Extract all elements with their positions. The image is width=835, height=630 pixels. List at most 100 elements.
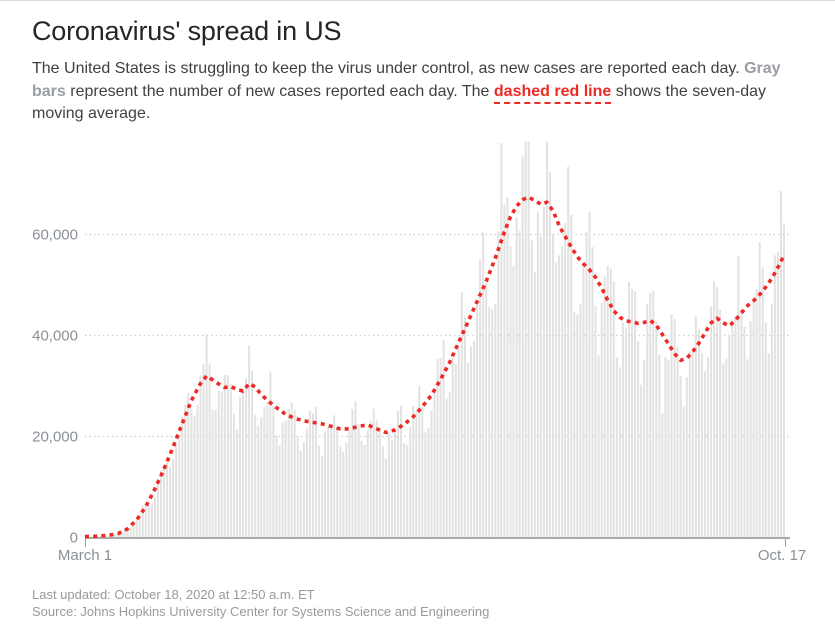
daily-cases-bar — [257, 425, 260, 537]
daily-cases-bar — [327, 427, 330, 537]
daily-cases-bar — [296, 435, 299, 537]
daily-cases-bar — [703, 371, 706, 537]
source-text: Source: Johns Hopkins University Center … — [32, 604, 490, 619]
daily-cases-bar — [311, 413, 314, 537]
daily-cases-bar — [193, 415, 196, 537]
daily-cases-bar — [184, 404, 187, 537]
daily-cases-bar — [737, 256, 740, 537]
daily-cases-bar — [387, 433, 390, 537]
daily-cases-bar — [427, 427, 430, 537]
daily-cases-bar — [664, 356, 667, 537]
daily-cases-bar — [533, 272, 536, 537]
daily-cases-bar — [421, 406, 424, 537]
daily-cases-bar — [381, 446, 384, 537]
daily-cases-bar — [305, 428, 308, 537]
daily-cases-bar — [649, 292, 652, 537]
daily-cases-bar — [400, 405, 403, 537]
daily-cases-bar — [761, 267, 764, 537]
daily-cases-bar — [208, 363, 211, 537]
daily-cases-bar — [521, 156, 524, 537]
daily-cases-bar — [166, 459, 169, 537]
daily-cases-bar — [229, 384, 232, 537]
daily-cases-bar — [530, 240, 533, 538]
daily-cases-bar — [466, 362, 469, 537]
chart-footer: Last updated: October 18, 2020 at 12:50 … — [32, 586, 489, 620]
daily-cases-bar — [114, 533, 117, 537]
daily-cases-bar — [570, 214, 573, 537]
daily-cases-bar — [123, 529, 126, 537]
daily-cases-bar — [697, 329, 700, 537]
daily-cases-bar — [588, 211, 591, 537]
daily-cases-bar — [749, 321, 752, 537]
daily-cases-bar — [159, 470, 162, 537]
daily-cases-bar — [591, 247, 594, 537]
daily-cases-bar — [682, 406, 685, 537]
daily-cases-bar — [469, 346, 472, 537]
daily-cases-bar — [716, 287, 719, 537]
daily-cases-bar — [494, 303, 497, 537]
daily-cases-bar — [163, 465, 166, 537]
daily-cases-bar — [178, 435, 181, 537]
daily-cases-bar — [135, 519, 138, 537]
daily-cases-bar — [582, 266, 585, 537]
daily-cases-bar — [552, 234, 555, 537]
daily-cases-bar — [263, 406, 266, 537]
daily-cases-bar — [260, 417, 263, 537]
daily-cases-bar — [202, 363, 205, 537]
daily-cases-bar — [254, 415, 257, 537]
daily-cases-bar — [597, 355, 600, 537]
daily-cases-bar — [415, 411, 418, 537]
daily-cases-bar — [141, 505, 144, 537]
daily-cases-bar — [615, 357, 618, 537]
daily-cases-bar — [567, 166, 570, 537]
daily-cases-bar — [558, 255, 561, 537]
description-segment-normal: shows the seven-day moving average. — [32, 82, 767, 123]
daily-cases-bar — [621, 322, 624, 537]
daily-cases-bar — [776, 251, 779, 537]
daily-cases-bar — [755, 289, 758, 537]
daily-cases-bar — [640, 384, 643, 537]
daily-cases-bar — [463, 316, 466, 537]
daily-cases-bar — [153, 496, 156, 537]
daily-cases-bar — [764, 322, 767, 537]
daily-cases-bar — [324, 431, 327, 537]
daily-cases-bar — [90, 536, 93, 537]
daily-cases-bar — [743, 326, 746, 537]
daily-cases-bar — [585, 232, 588, 538]
daily-cases-bar — [497, 231, 500, 537]
daily-cases-bar — [235, 429, 238, 537]
daily-cases-bar — [734, 315, 737, 537]
coronavirus-cases-chart: 0 20,000 40,000 60,000 March 1 Oct. 17 — [32, 141, 806, 564]
daily-cases-bar — [667, 359, 670, 537]
daily-cases-bar — [199, 375, 202, 537]
daily-cases-bar — [746, 359, 749, 537]
daily-cases-bar — [451, 358, 454, 537]
daily-cases-bar — [719, 309, 722, 537]
daily-cases-bar — [293, 409, 296, 537]
daily-cases-bar — [181, 416, 184, 537]
daily-cases-bar — [700, 353, 703, 537]
daily-cases-bar — [144, 503, 147, 537]
seven-day-average-line — [84, 195, 786, 539]
daily-cases-bar — [318, 445, 321, 537]
daily-cases-bar — [637, 341, 640, 537]
daily-cases-bar — [445, 398, 448, 537]
daily-cases-bar — [363, 444, 366, 537]
daily-cases-bar — [643, 359, 646, 537]
page-title: Coronavirus' spread in US — [32, 16, 342, 46]
daily-cases-bar — [773, 255, 776, 537]
daily-cases-bar — [251, 370, 254, 537]
daily-cases-bar — [624, 327, 627, 537]
daily-cases-bar — [600, 303, 603, 537]
daily-cases-bar — [479, 259, 482, 537]
daily-cases-bar — [685, 377, 688, 537]
daily-cases-bar — [418, 385, 421, 537]
daily-cases-bar — [393, 429, 396, 537]
daily-cases-bar — [433, 390, 436, 537]
daily-cases-bar — [369, 420, 372, 537]
daily-cases-bar — [360, 440, 363, 537]
daily-cases-bar — [245, 378, 248, 537]
daily-cases-bar — [503, 204, 506, 537]
daily-cases-bar — [539, 236, 542, 537]
